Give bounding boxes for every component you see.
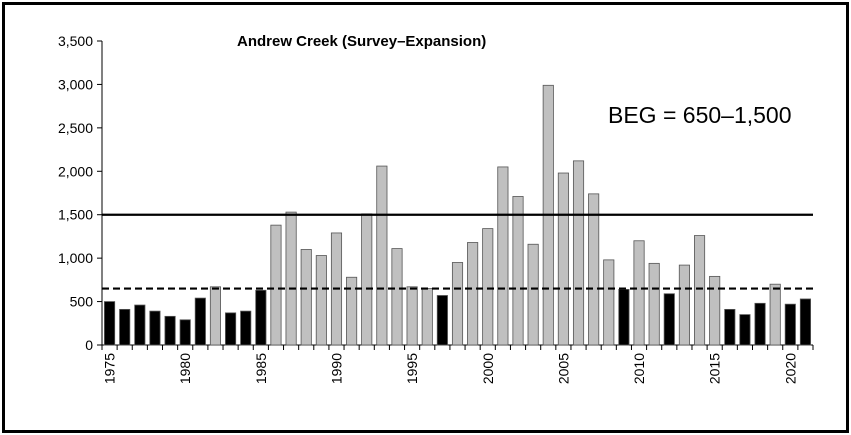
bar-1999 [467, 242, 479, 346]
bar-chart: 0 500 1,000 1,500 2,000 2,500 3,000 3,500 1975 19… [58, 33, 814, 384]
bar-2019 [769, 283, 781, 346]
bar-2010 [633, 240, 645, 346]
bar-1994 [391, 248, 403, 346]
bar-2015 [709, 275, 721, 346]
bar-1996 [421, 288, 433, 346]
bar-2005 [557, 172, 569, 346]
bar-1979 [164, 315, 176, 346]
y-tick-label: 0 [85, 337, 93, 353]
chart-title: Andrew Creek (Survey–Expansion) [237, 33, 486, 50]
bar-2011 [648, 262, 660, 346]
x-tick-label: 1975 [102, 353, 118, 384]
x-tick-label: 2010 [631, 353, 647, 384]
bar-1997 [436, 295, 448, 346]
bar-1976 [119, 308, 131, 346]
bar-2001 [497, 166, 509, 346]
bar-1988 [300, 249, 312, 346]
bar-2003 [527, 243, 539, 346]
bar-2016 [724, 308, 736, 346]
bar-1992 [361, 213, 373, 346]
reference-lines [102, 213, 813, 290]
y-tick-label: 1,500 [58, 207, 93, 223]
bar-1995 [406, 286, 418, 346]
y-tick-label: 3,500 [58, 33, 93, 49]
bar-1982 [209, 286, 221, 346]
y-tick-label: 2,000 [58, 163, 93, 179]
bar-2002 [512, 196, 524, 346]
bar-2007 [588, 193, 600, 346]
bar-2012 [663, 293, 675, 346]
y-tick-label: 3,000 [58, 76, 93, 92]
bar-1991 [346, 276, 358, 346]
bar-2017 [739, 314, 751, 346]
bar-2020 [784, 303, 796, 346]
bar-1975 [104, 301, 116, 346]
tick-labels: 0 500 1,000 1,500 2,000 2,500 3,000 3,500 1975 19… [58, 33, 798, 384]
bar-1993 [376, 165, 388, 346]
bar-1985 [255, 289, 267, 346]
bar-1983 [225, 312, 237, 346]
bar-1998 [451, 262, 464, 346]
y-tick-label: 2,500 [58, 120, 93, 136]
bar-1977 [134, 304, 146, 346]
x-tick-label: 2000 [480, 353, 496, 384]
bar-2018 [754, 302, 766, 346]
bar-2008 [603, 259, 615, 346]
bar-2013 [678, 264, 690, 346]
bar-2014 [694, 235, 706, 346]
bar-1981 [194, 297, 206, 346]
bar-1987 [285, 211, 297, 346]
bar-2009 [618, 289, 630, 346]
bar-2000 [482, 228, 494, 346]
bar-1980 [179, 319, 191, 346]
x-tick-label: 1985 [253, 353, 269, 384]
y-tick-label: 1,000 [58, 250, 93, 266]
y-tick-label: 500 [70, 294, 94, 310]
x-tick-label: 1980 [177, 353, 193, 384]
x-tick-label: 2005 [555, 353, 571, 384]
x-tick-label: 1990 [328, 353, 344, 384]
bar-2006 [572, 160, 585, 346]
beg-annotation: BEG = 650–1,500 [608, 102, 792, 128]
bar-1989 [315, 255, 327, 346]
bar-1986 [270, 224, 282, 346]
x-tick-label: 2015 [707, 353, 723, 384]
bar-1984 [240, 310, 252, 346]
bar-1978 [149, 310, 161, 346]
bar-2021 [799, 298, 811, 346]
x-tick-label: 2020 [782, 353, 798, 384]
x-tick-label: 1995 [404, 353, 420, 384]
